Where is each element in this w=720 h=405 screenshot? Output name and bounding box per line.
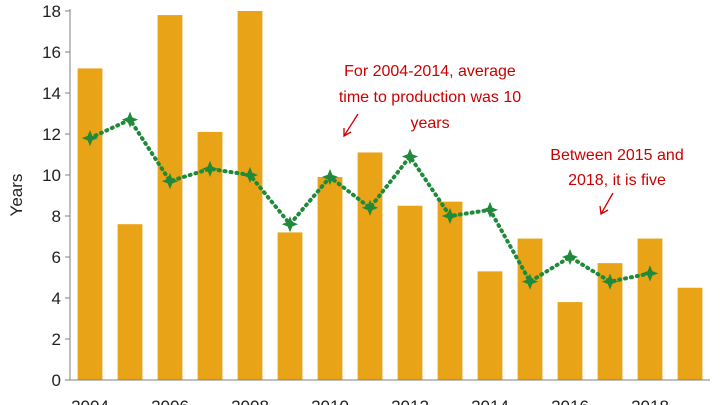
annotation-arrow-2004-2014 — [343, 113, 359, 137]
axes — [69, 9, 710, 381]
bar-2015 — [517, 238, 543, 380]
bar-2004 — [77, 68, 103, 381]
trend-marker-2018 — [641, 265, 659, 282]
bar-2011 — [357, 152, 383, 380]
trend-marker-2012 — [401, 148, 419, 165]
bar-2009 — [277, 232, 303, 380]
annotation-2004-2014: For 2004-2014, average time to production… — [339, 63, 521, 132]
annotation-2015-2018: Between 2015 and 2018, it is five — [550, 147, 683, 189]
y-tick-label: 16 — [42, 43, 61, 62]
trend-marker-2009 — [281, 216, 299, 233]
y-tick-label: 2 — [52, 330, 61, 349]
bar-2016 — [557, 302, 583, 380]
annotations: For 2004-2014, average time to production… — [339, 63, 684, 216]
y-tick-label: 12 — [42, 125, 61, 144]
y-tick-label: 6 — [52, 248, 61, 267]
bar-2005 — [117, 224, 143, 380]
y-tick-label: 0 — [52, 371, 61, 390]
trend-marker-2005 — [121, 111, 139, 128]
y-axis-title: Years — [7, 174, 26, 217]
bar-2012 — [397, 205, 423, 380]
annotation-arrowhead-2015-2018 — [599, 205, 609, 216]
x-axis-ticks: 2004 2006 2008 2010 2012 2014 2016 2018 — [71, 397, 669, 405]
x-tick-label: 2012 — [391, 397, 429, 405]
trend-marker-2015 — [521, 273, 539, 290]
x-tick-label: 2016 — [551, 397, 589, 405]
trend-line — [88, 117, 652, 285]
trend-marker-2016 — [561, 248, 579, 266]
x-tick-label: 2004 — [71, 397, 109, 405]
x-tick-label: 2014 — [471, 397, 509, 405]
x-tick-label: 2008 — [231, 397, 269, 405]
trend-marker-2004 — [81, 129, 99, 147]
y-tick-label: 4 — [52, 289, 61, 308]
x-tick-label: 2010 — [311, 397, 349, 405]
bar-2014 — [477, 271, 503, 380]
trend-marker-2014 — [481, 201, 499, 218]
trend-marker-2006 — [161, 173, 179, 190]
trend-marker-2011 — [361, 199, 379, 216]
annotation-arrow-2015-2018 — [600, 192, 614, 215]
bar-2019 — [677, 287, 703, 380]
y-tick-label: 8 — [52, 207, 61, 226]
trend-marker-2013 — [441, 207, 459, 225]
bar-2008 — [237, 11, 263, 380]
x-tick-label: 2006 — [151, 397, 189, 405]
bar-series — [77, 11, 703, 381]
y-tick-label: 18 — [42, 2, 61, 21]
bar-2018 — [637, 238, 663, 380]
bar-2013 — [437, 201, 463, 380]
trend-marker-2007 — [201, 160, 219, 177]
y-axis-ticks: 0 2 4 6 8 10 12 14 16 18 — [42, 2, 70, 390]
trend-marker-2017 — [601, 273, 619, 290]
bar-2010 — [317, 177, 343, 380]
annotation-arrowhead-2004-2014 — [343, 128, 352, 138]
x-tick-label: 2018 — [631, 397, 669, 405]
trend-marker-2008 — [241, 166, 259, 184]
trend-marker-2010 — [321, 168, 339, 186]
y-tick-label: 10 — [42, 166, 61, 185]
bar-2006 — [157, 15, 183, 380]
y-tick-label: 14 — [42, 84, 61, 103]
trend-series — [81, 111, 659, 290]
